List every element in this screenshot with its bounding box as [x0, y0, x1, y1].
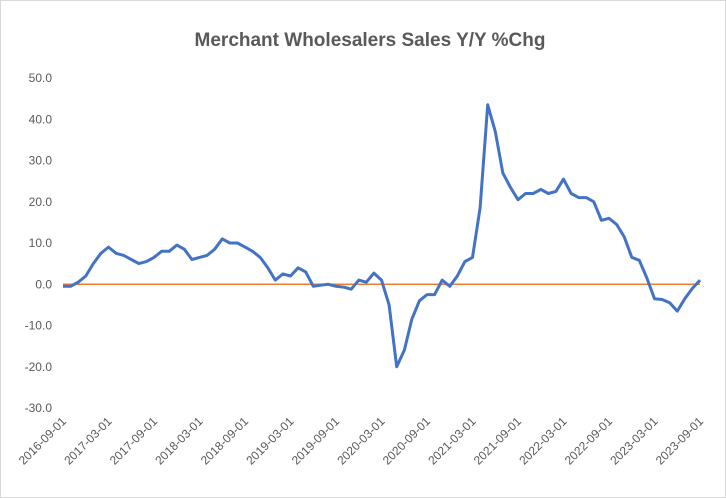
y-tick-label: 50.0	[29, 71, 53, 85]
data-line	[63, 103, 702, 369]
y-tick-label: 0.0	[35, 277, 52, 291]
chart-title: Merchant Wholesalers Sales Y/Y %Chg	[195, 30, 546, 51]
y-tick-label: 20.0	[29, 195, 53, 209]
y-tick-label: -20.0	[25, 360, 53, 374]
y-tick-label: -10.0	[25, 319, 53, 333]
y-tick-label: 40.0	[29, 112, 53, 126]
y-tick-label: 10.0	[29, 236, 53, 250]
y-tick-label: 30.0	[29, 154, 53, 168]
y-tick-label: -30.0	[25, 401, 53, 415]
